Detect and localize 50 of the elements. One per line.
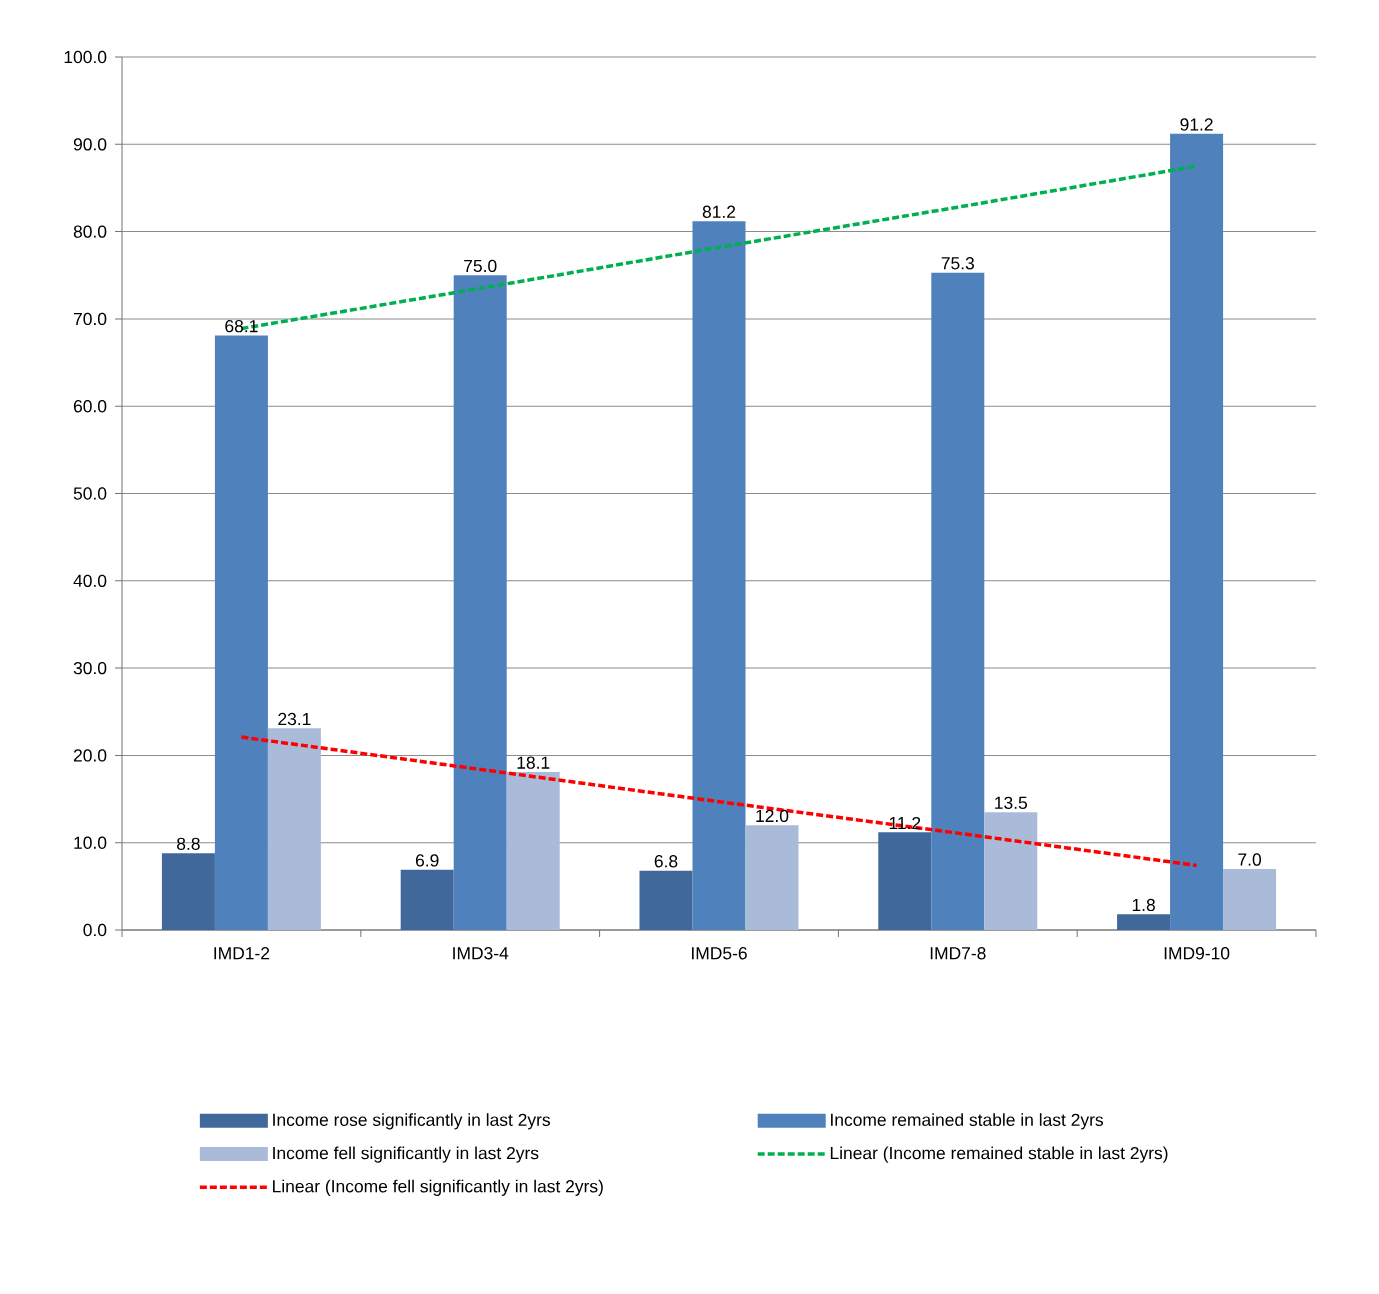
data-label: 23.1	[278, 712, 311, 726]
data-label: 7.0	[1238, 853, 1262, 866]
bar	[745, 825, 799, 931]
x-tick-label: IMD7-8	[930, 947, 986, 960]
data-label: 13.5	[995, 796, 1028, 809]
x-tick-label: IMD5-6	[692, 947, 747, 960]
y-tick-label: 0.0	[83, 923, 107, 937]
x-tick-label: IMD9-10	[1164, 947, 1230, 960]
data-label: 6.9	[415, 854, 439, 867]
y-tick-label: 40.0	[73, 574, 107, 587]
y-tick-label: 10.0	[74, 836, 107, 849]
data-label: 75.0	[464, 259, 497, 273]
y-tick-label: 80.0	[73, 225, 107, 238]
data-label: 1.8	[1132, 898, 1155, 912]
legend-label: Income rose significantly in last 2yrs	[273, 1113, 550, 1130]
bar	[878, 832, 932, 931]
data-label: 68.1	[225, 319, 258, 333]
bar	[1170, 133, 1224, 931]
bar	[639, 870, 693, 931]
bar	[453, 275, 507, 931]
data-label: 6.8	[654, 855, 678, 868]
data-label: 81.2	[702, 205, 736, 218]
data-label: 91.2	[1180, 118, 1213, 131]
bar	[692, 221, 746, 931]
data-label: 18.1	[517, 756, 550, 769]
bar	[1223, 868, 1277, 931]
legend-label: Linear (Income fell significantly in last 2yrs)	[273, 1179, 603, 1196]
y-tick-label: 70.0	[73, 312, 107, 326]
bar	[214, 335, 268, 931]
y-tick-label: 100.0	[64, 50, 107, 64]
bar	[400, 869, 454, 931]
y-tick-label: 30.0	[73, 661, 107, 675]
x-tick-label: IMD1-2	[214, 947, 270, 960]
legend-label: Linear (Income remained stable in last 2yrs)	[830, 1146, 1168, 1163]
bar	[984, 812, 1038, 931]
y-tick-label: 50.0	[73, 487, 107, 500]
y-tick-label: 90.0	[73, 138, 107, 151]
data-label: 75.3	[941, 257, 974, 270]
bar	[506, 772, 560, 931]
bar	[161, 853, 215, 931]
y-tick-label: 60.0	[73, 400, 107, 413]
legend-label: Income fell significantly in last 2yrs	[273, 1146, 539, 1163]
data-label: 8.8	[177, 837, 200, 850]
data-label: 12.0	[756, 809, 789, 823]
bar	[931, 272, 985, 931]
bar	[1117, 914, 1171, 931]
x-tick-label: IMD3-4	[453, 947, 509, 960]
y-tick-label: 20.0	[73, 749, 107, 762]
bar	[267, 728, 321, 931]
legend-label: Income remained stable in last 2yrs	[831, 1113, 1104, 1130]
